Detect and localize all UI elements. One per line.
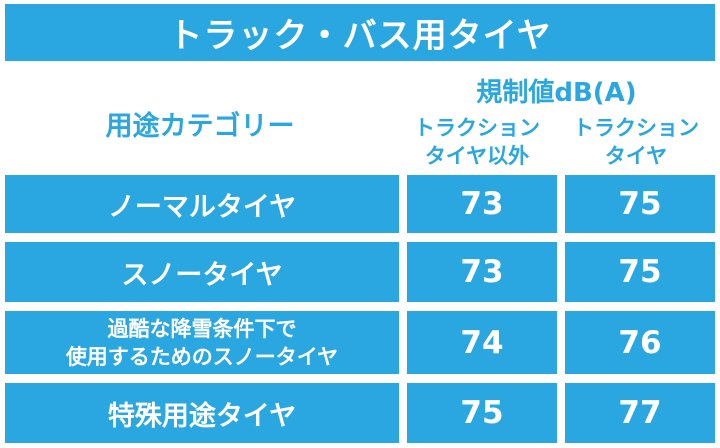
row-normal-value-non-traction: 73 — [407, 175, 557, 233]
header-non-traction-line2: タイヤ以外 — [424, 144, 530, 168]
header-traction-line1: トラクション — [573, 116, 699, 140]
row-category-normal: ノーマルタイヤ — [5, 175, 399, 233]
header-non-traction-line1: トラクション — [414, 116, 540, 140]
row-category-severe-snow: 過酷な降雪条件下で 使用するためのスノータイヤ — [5, 311, 399, 374]
row-normal-value-traction: 75 — [565, 175, 715, 233]
row-snow-value-traction: 75 — [565, 242, 715, 302]
row-snow-value-non-traction: 73 — [407, 242, 557, 302]
header-category: 用途カテゴリー — [105, 110, 295, 142]
header-traction-tyre: トラクション タイヤ — [557, 112, 715, 172]
header-regulation-limit: 規制値dB(A) — [476, 77, 637, 108]
row-special-value-traction: 77 — [565, 383, 715, 443]
row-severe-snow-value-non-traction: 74 — [407, 311, 557, 374]
row-category-snow: スノータイヤ — [5, 242, 399, 302]
header-traction-line2: タイヤ — [604, 144, 668, 168]
page-title: トラック・バス用タイヤ — [5, 4, 715, 61]
row-category-special: 特殊用途タイヤ — [5, 383, 399, 443]
header-non-traction-tyre: トラクション タイヤ以外 — [398, 112, 556, 172]
row-severe-snow-line1: 過酷な降雪条件下で — [107, 316, 297, 341]
row-special-value-non-traction: 75 — [407, 383, 557, 443]
row-severe-snow-line2: 使用するためのスノータイヤ — [65, 344, 339, 369]
row-severe-snow-value-traction: 76 — [565, 311, 715, 374]
